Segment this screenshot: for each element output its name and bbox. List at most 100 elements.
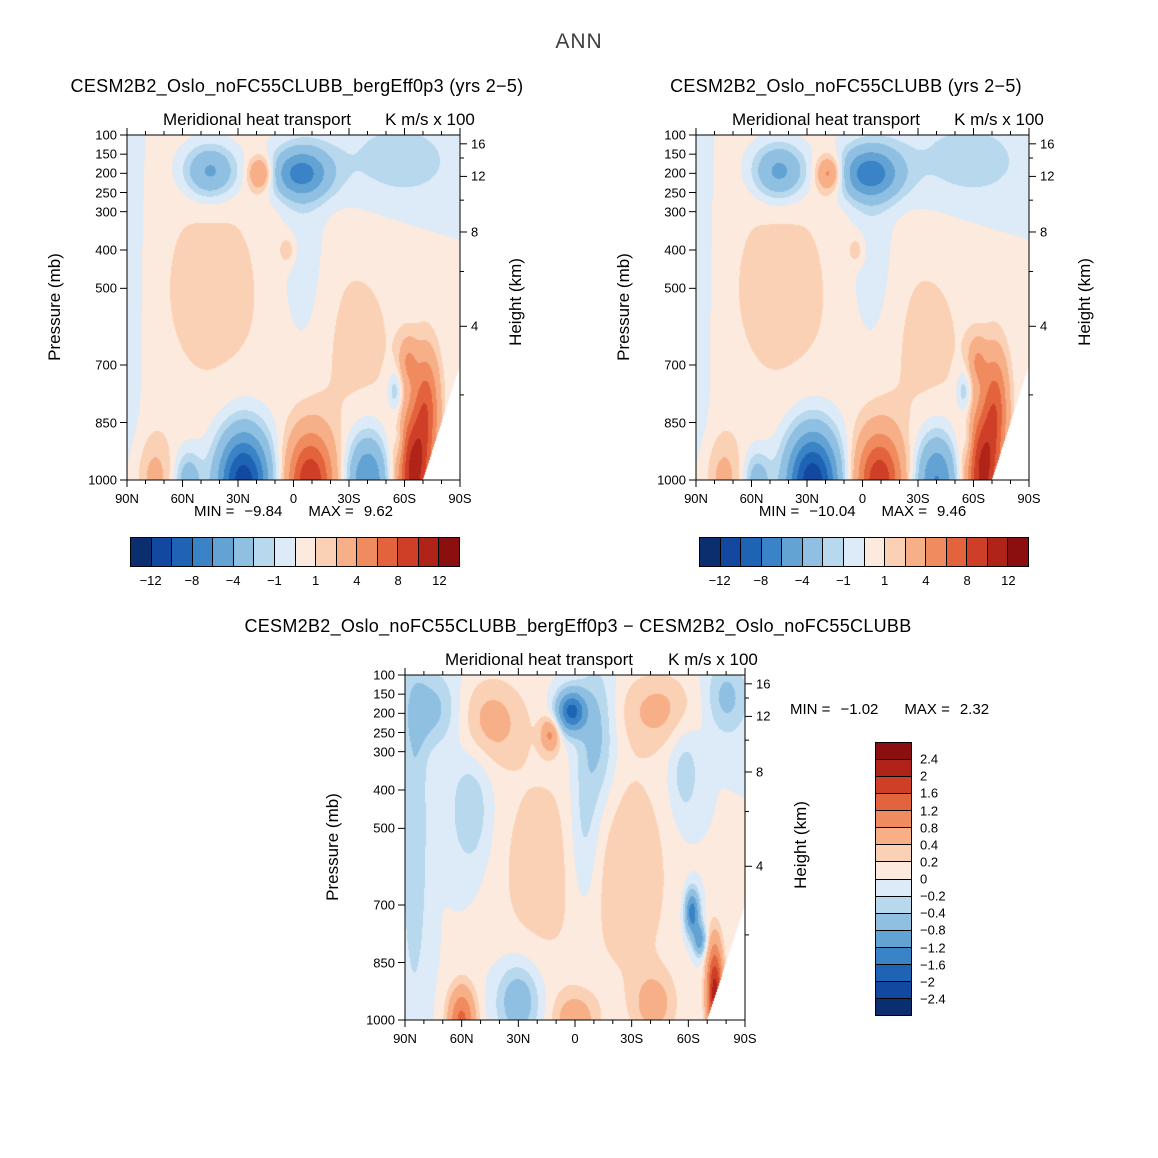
colorbar-cell (842, 538, 864, 566)
colorbar-cell (876, 827, 911, 845)
colorbar-cell (876, 946, 911, 964)
x-tick-label: 90S (448, 491, 472, 506)
diff-colorbar-tick-label: −0.4 (920, 905, 946, 921)
x-tick-label: 90N (115, 491, 139, 506)
pressure-tick-label: 150 (373, 686, 395, 702)
colorbar-tick-label: 8 (394, 573, 402, 588)
max-label: MAX = (308, 503, 354, 520)
colorbar-cell (876, 963, 911, 981)
height-tick-label: 12 (756, 708, 771, 724)
pressure-tick-label: 300 (664, 204, 686, 220)
x-tick-label: 30S (906, 491, 930, 506)
pressure-tick-label: 1000 (657, 472, 686, 488)
colorbar-cell (438, 538, 459, 566)
pressure-tick-label: 250 (664, 185, 686, 200)
plot-subtitle: Meridional heat transport (162, 110, 352, 129)
height-axis-title: Height (km) (506, 258, 525, 346)
colorbar-tick-label: 1 (312, 573, 320, 588)
minmax-line: MIN = −10.04 MAX = 9.46 (696, 503, 1029, 520)
diff-colorbar-tick-label: 2 (920, 768, 928, 784)
colorbar-tick-label: −1 (835, 573, 851, 588)
x-tick-label: 90S (733, 1031, 757, 1046)
colorbar-cell (740, 538, 761, 566)
colorbar-cell (212, 538, 233, 566)
max-value: 9.62 (363, 503, 394, 520)
diff-colorbar-tick-label: −0.2 (920, 888, 946, 904)
pressure-tick-label: 400 (95, 242, 117, 258)
x-tick-label: 90S (1017, 491, 1041, 506)
x-tick-label: 0 (289, 491, 298, 506)
pressure-tick-label: 500 (95, 280, 117, 296)
colorbar-cell (335, 538, 357, 566)
min-label: MIN = (758, 503, 800, 520)
pressure-tick-label: 150 (95, 146, 117, 162)
plot-subtitle: Meridional heat transport (731, 110, 921, 129)
pressure-tick-label: 300 (373, 744, 395, 760)
diff-colorbar-tick-label: −2 (920, 974, 935, 990)
diff-colorbar-tick-label: 0.8 (920, 820, 939, 836)
height-tick-label: 8 (756, 764, 764, 780)
height-tick-label: 4 (1040, 318, 1048, 334)
pressure-tick-label: 500 (664, 280, 686, 296)
x-tick-label: 90N (393, 1031, 417, 1046)
colorbar-tick-label: 4 (922, 573, 930, 588)
min-value: −1.02 (840, 701, 879, 718)
x-tick-label: 60S (392, 491, 417, 506)
colorbar-cell (417, 538, 439, 566)
minmax-line: MIN = −9.84 MAX = 9.62 (127, 503, 460, 520)
pressure-tick-label: 200 (373, 705, 395, 721)
colorbar-cell (822, 538, 843, 566)
colorbar-cell (150, 538, 172, 566)
colorbar-cell (801, 538, 823, 566)
colorbar-cell (876, 743, 911, 760)
x-tick-label: 60S (676, 1031, 700, 1046)
min-value: −9.84 (244, 503, 283, 520)
plot-units-label: K m/s x 100 (954, 110, 1044, 129)
colorbar-cell (171, 538, 192, 566)
colorbar-cell (191, 538, 213, 566)
pressure-axis-title: Pressure (mb) (323, 793, 342, 901)
colorbar-cell (904, 538, 926, 566)
pressure-tick-label: 700 (373, 897, 395, 913)
pressure-tick-label: 100 (95, 127, 117, 143)
max-label: MAX = (904, 701, 950, 718)
contour-plot-2 (696, 135, 1029, 480)
colorbar-cell (876, 844, 911, 862)
colorbar-vertical (875, 742, 912, 1016)
colorbar-tick-label: −4 (794, 573, 810, 588)
plot-axes-1 (120, 128, 467, 487)
pressure-tick-label: 850 (373, 955, 395, 970)
colorbar-cell (876, 878, 911, 896)
height-tick-label: 8 (1040, 224, 1048, 240)
min-label: MIN = (790, 701, 831, 718)
colorbar-cell (294, 538, 316, 566)
x-tick-label: 60N (170, 491, 195, 506)
x-tick-label: 60N (739, 491, 764, 506)
colorbar-cell (876, 980, 911, 998)
plot-axes-3 (398, 668, 752, 1027)
min-value: −10.04 (809, 503, 856, 520)
x-tick-label: 30N (226, 491, 250, 506)
pressure-tick-label: 250 (95, 185, 117, 200)
pressure-tick-label: 100 (664, 127, 686, 143)
colorbar-cell (863, 538, 885, 566)
height-tick-label: 4 (471, 318, 479, 334)
colorbar-cell (376, 538, 398, 566)
colorbar-tick-label: 12 (1001, 573, 1016, 588)
colorbar-cell (986, 538, 1008, 566)
diff-colorbar-tick-label: 0.4 (920, 837, 939, 853)
x-tick-label: 30S (620, 1031, 644, 1046)
height-tick-label: 16 (1040, 136, 1055, 152)
diff-colorbar-tick-label: 0.2 (920, 854, 939, 870)
panel-title: CESM2B2_Oslo_noFC55CLUBB_bergEff0p3 − CE… (244, 616, 912, 636)
colorbar-tick-label: 12 (432, 573, 447, 588)
pressure-tick-label: 400 (373, 782, 395, 798)
colorbar-cell (1007, 538, 1028, 566)
x-tick-label: 30N (506, 1031, 531, 1046)
pressure-tick-label: 1000 (366, 1012, 395, 1028)
pressure-tick-label: 200 (95, 165, 117, 181)
height-tick-label: 16 (471, 136, 486, 152)
diff-colorbar-tick-label: 0 (920, 871, 928, 887)
colorbar-cell (876, 929, 911, 947)
diff-colorbar-tick-label: 1.2 (920, 803, 939, 818)
